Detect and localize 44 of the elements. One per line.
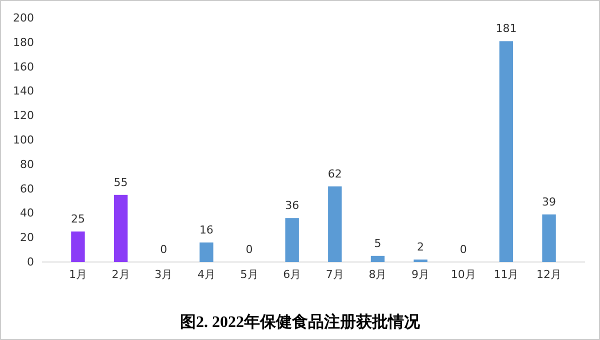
bar <box>71 232 85 262</box>
y-tick-label: 140 <box>13 84 34 98</box>
data-label: 25 <box>70 212 85 226</box>
data-label: 0 <box>460 243 467 256</box>
x-tick-label: 9月 <box>412 268 430 281</box>
y-tick-label: 60 <box>20 182 34 196</box>
y-tick-label: 180 <box>13 36 34 49</box>
y-tick-label: 160 <box>13 60 34 74</box>
x-tick-label: 3月 <box>154 268 173 281</box>
data-label: 36 <box>285 199 300 212</box>
data-label: 0 <box>246 243 253 256</box>
x-tick-label: 12月 <box>536 268 562 281</box>
x-tick-label: 5月 <box>240 268 258 281</box>
x-tick-label: 10月 <box>450 268 476 281</box>
y-tick-label: 0 <box>27 256 34 269</box>
text: 图2. 2022年保健食品注册获批情况 <box>180 313 421 331</box>
y-tick-label: 80 <box>20 158 34 171</box>
y-tick-label: 200 <box>13 12 34 25</box>
data-label: 2 <box>417 240 424 254</box>
x-tick-label: 1月 <box>68 268 87 281</box>
bar <box>328 186 342 262</box>
bar <box>499 41 514 262</box>
y-tick-label: 120 <box>13 109 34 122</box>
x-tick-label: 6月 <box>283 268 302 281</box>
x-tick-label: 7月 <box>326 268 344 281</box>
y-tick-label: 20 <box>20 231 34 244</box>
bar <box>542 214 556 262</box>
x-tick-label: 4月 <box>197 268 216 281</box>
data-label: 39 <box>542 195 556 208</box>
x-tick-label: 2月 <box>112 268 130 281</box>
y-tick-label: 100 <box>13 134 34 147</box>
data-label: 55 <box>114 176 128 189</box>
bar <box>200 242 214 262</box>
data-label: 181 <box>496 22 517 36</box>
data-label: 62 <box>328 167 342 180</box>
y-tick-label: 40 <box>20 206 34 220</box>
bar <box>114 194 128 262</box>
bar <box>285 218 299 262</box>
x-tick-label: 11月 <box>494 268 519 281</box>
bar <box>370 256 385 262</box>
data-label: 5 <box>374 236 382 250</box>
data-label: 16 <box>199 223 214 236</box>
data-label: 0 <box>160 243 168 256</box>
x-tick-label: 8月 <box>368 268 387 281</box>
